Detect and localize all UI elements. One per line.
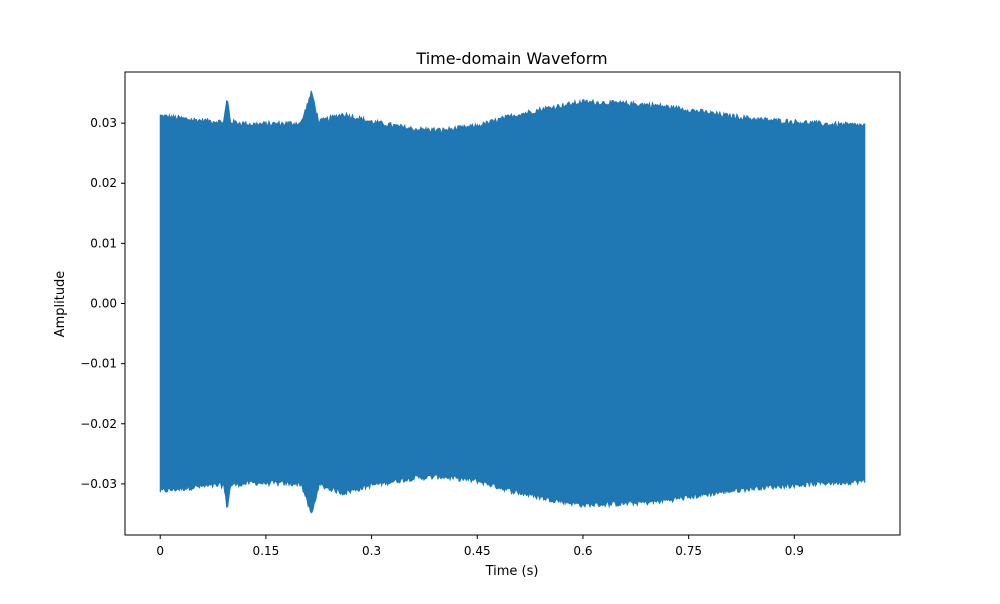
waveform-series [159,90,866,514]
y-tick-label: 0.01 [90,236,117,250]
chart-title: Time-domain Waveform [415,49,607,68]
y-tick-label: −0.01 [80,357,117,371]
y-tick-label: −0.02 [80,417,117,431]
x-axis-label: Time (s) [485,564,539,579]
x-axis: 0 0.15 0.3 0.45 0.6 0.75 0.9 [156,535,804,558]
x-tick-label: 0.75 [675,544,702,558]
y-tick-label: 0.00 [90,297,117,311]
x-tick-label: 0.6 [573,544,592,558]
x-tick-label: 0 [156,544,164,558]
plot-area [159,90,866,514]
y-tick-label: −0.03 [80,477,117,491]
x-tick-label: 0.15 [253,544,280,558]
x-tick-label: 0.9 [785,544,804,558]
y-axis-label: Amplitude [53,271,68,338]
x-tick-label: 0.45 [464,544,491,558]
y-axis: 0.03 0.02 0.01 0.00 −0.01 −0.02 −0.03 [80,116,125,491]
y-tick-label: 0.03 [90,116,117,130]
x-tick-label: 0.3 [362,544,381,558]
y-tick-label: 0.02 [90,176,117,190]
